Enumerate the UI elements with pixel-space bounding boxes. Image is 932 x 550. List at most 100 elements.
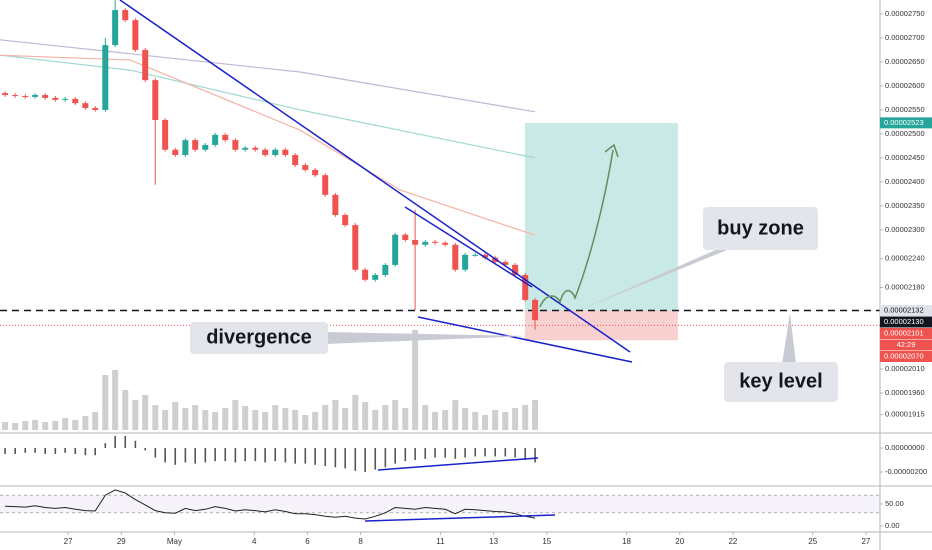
- y-tick-label: 0.00002240: [885, 254, 925, 263]
- macd-bar: [154, 447, 157, 458]
- y-tick-label: 0.00002350: [885, 201, 925, 210]
- macd-bar: [64, 447, 66, 453]
- candle-body: [182, 140, 189, 156]
- x-tick-label: 20: [675, 537, 684, 546]
- candle-body: [482, 254, 489, 258]
- candle-body: [22, 95, 29, 97]
- volume-bar: [462, 408, 469, 430]
- loss-zone: [524, 310, 678, 341]
- arrow-head: [604, 143, 619, 158]
- volume-bar: [262, 412, 269, 430]
- candle-body: [122, 10, 129, 21]
- candle-body: [432, 241, 439, 243]
- candle-body: [372, 274, 379, 280]
- volume-bar: [422, 405, 429, 430]
- countdown-box: [880, 339, 932, 351]
- data-layer: [2, 0, 539, 520]
- x-tick-label: 4: [252, 537, 257, 546]
- macd-bar: [74, 447, 77, 454]
- volume-bar: [252, 410, 259, 430]
- volume-bar: [302, 415, 309, 430]
- macd-bar: [354, 447, 357, 471]
- macd-bar: [184, 447, 187, 463]
- candle-body: [452, 244, 459, 270]
- candle-body: [522, 274, 529, 300]
- macd-bar: [334, 447, 337, 468]
- macd-bar: [44, 447, 47, 454]
- y-tick-label: 0.00002450: [885, 153, 925, 162]
- y-tick-label: 0.00002700: [885, 33, 925, 42]
- candle-body: [152, 80, 159, 120]
- macd-bar: [494, 447, 496, 457]
- macd-bar: [34, 447, 36, 453]
- candle-body: [442, 242, 449, 245]
- macd-bar: [174, 447, 177, 465]
- volume-bar: [312, 412, 319, 430]
- y-tick-label: 0.00002550: [885, 105, 925, 114]
- volume-bar: [72, 420, 79, 430]
- macd-bar: [484, 447, 486, 457]
- volume-bar: [292, 410, 299, 430]
- background-layer: [0, 39, 880, 514]
- volume-bar: [482, 415, 489, 430]
- volume-bar: [42, 422, 49, 430]
- candle-body: [382, 264, 389, 275]
- volume-bar: [522, 405, 529, 430]
- macd-bar: [434, 447, 436, 458]
- volume-bar: [432, 412, 439, 430]
- volume-bar: [222, 408, 229, 430]
- x-tick-label: 27: [64, 537, 73, 546]
- callout-text: divergence: [206, 326, 312, 348]
- volume-bar: [532, 400, 539, 430]
- candle-body: [342, 215, 349, 226]
- candle-body: [332, 194, 339, 215]
- volume-bar: [362, 402, 369, 430]
- candle-body: [12, 95, 19, 97]
- macd-bar: [244, 447, 246, 462]
- candle-body: [72, 98, 79, 104]
- candle-body: [462, 254, 469, 270]
- moving-average: [0, 39, 536, 113]
- x-tick-label: 6: [305, 537, 310, 546]
- callout-pointer: [575, 248, 732, 312]
- y-tick-label: 0.00002180: [885, 282, 925, 291]
- macd-bar: [144, 447, 147, 451]
- candle-body: [352, 225, 359, 270]
- macd-bar: [464, 447, 466, 458]
- x-tick-label: 13: [489, 537, 498, 546]
- candle-body: [492, 257, 499, 263]
- callout-pointer: [326, 332, 530, 344]
- macd-bar: [384, 447, 387, 468]
- price-label-box: [880, 328, 932, 340]
- y-tick-label: 0.00000000: [885, 443, 925, 452]
- volume-bar: [192, 405, 199, 430]
- macd-bar: [4, 447, 6, 454]
- macd-bar: [114, 435, 116, 448]
- x-tick-label: 29: [117, 537, 126, 546]
- volume-bar: [112, 370, 119, 430]
- macd-bar: [454, 447, 457, 459]
- y-tick-label: 0.00002500: [885, 129, 925, 138]
- volume-bar: [402, 408, 409, 430]
- macd-bar: [424, 447, 427, 459]
- volume-bar: [492, 410, 499, 430]
- candle-body: [302, 165, 309, 170]
- macd-bar: [84, 447, 87, 456]
- candle-body: [422, 241, 429, 245]
- macd-bar: [194, 447, 197, 464]
- volume-bar: [392, 400, 399, 430]
- candle-body: [472, 254, 479, 256]
- macd-bar: [284, 447, 287, 463]
- volume-bar: [352, 395, 359, 430]
- candle-body: [112, 10, 119, 46]
- macd-bar: [414, 447, 416, 460]
- countdown-label: 42:29: [897, 340, 916, 349]
- macd-bar: [134, 440, 137, 448]
- volume-bar: [172, 402, 179, 430]
- candle-body: [42, 95, 49, 98]
- trend-line: [119, 0, 631, 353]
- y-tick-label: 0.00002010: [885, 364, 925, 373]
- callout-box: [703, 207, 818, 250]
- macd-bar: [14, 447, 16, 454]
